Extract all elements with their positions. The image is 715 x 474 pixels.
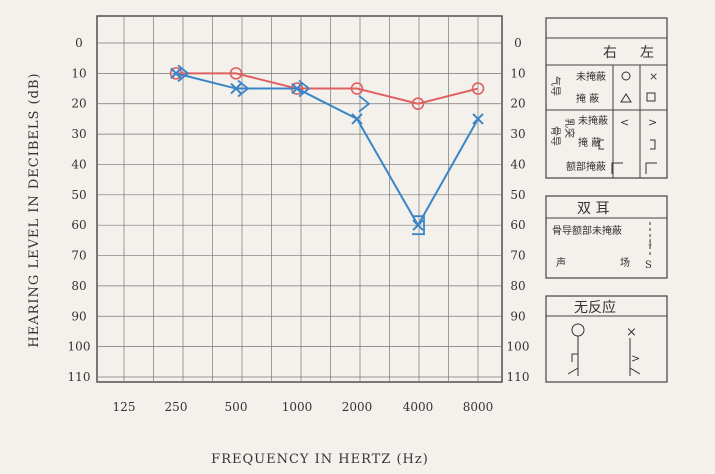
y-tick-label-left: 100	[68, 340, 91, 354]
series-line	[176, 72, 479, 105]
data-point-cross	[230, 82, 242, 95]
y-tick-label-right: 110	[507, 370, 530, 384]
y-tick-label-left: 50	[71, 188, 86, 202]
y-tick-label-right: 70	[510, 249, 525, 263]
legend-box-1	[545, 17, 668, 179]
legend-bone-masked: 掩 蔽	[578, 136, 601, 149]
legend-mastoid-label: 乳突	[563, 118, 576, 138]
y-tick-label-left: 20	[71, 97, 86, 111]
data-point-circle	[350, 82, 364, 95]
triangle-symbol-icon	[620, 93, 632, 103]
no-response-bracket-icon	[571, 353, 578, 362]
data-point-cross	[412, 219, 424, 231]
legend-bone-label: 骨导	[549, 126, 561, 146]
y-tick-label-left: 110	[68, 370, 91, 384]
data-point-angle	[358, 95, 371, 113]
y-ticks-left: 0 10 20 30 40 50 60 70 80 90 100 110	[68, 36, 91, 384]
legend-bone-forehead-unmasked: 骨导额部未掩蔽	[552, 224, 622, 237]
legend-air-unmasked: 未掩蔽	[576, 70, 606, 83]
data-point-circle	[169, 67, 183, 80]
x-tick-label: 8000	[463, 400, 494, 414]
y-tick-label-right: 30	[510, 127, 525, 141]
forehead-right-symbol-icon	[645, 162, 657, 174]
x-tick-label: 2000	[342, 400, 373, 414]
y-tick-label-left: 60	[71, 218, 86, 232]
data-point-bracket	[412, 215, 425, 236]
y-tick-label-left: 40	[71, 157, 86, 171]
square-symbol-icon	[646, 92, 656, 102]
arrow-down-icon: ↓	[646, 238, 654, 249]
y-tick-label-right: 80	[510, 279, 525, 293]
angle-right-symbol-icon: >	[648, 116, 657, 129]
legend-box-2	[545, 195, 668, 279]
cross-symbol-icon: ×	[649, 70, 658, 83]
data-point-angle	[177, 64, 190, 83]
legend-air-label: 气导	[549, 76, 562, 96]
legend-air-masked: 掩 蔽	[576, 92, 599, 105]
x-tick-label: 500	[225, 400, 248, 414]
legend-sound-label: 声	[556, 256, 566, 269]
legend-symbols-table: 右 左 气导 未掩蔽 掩 蔽 骨导 乳突 未掩蔽 掩 蔽 额部掩蔽 × < >	[545, 17, 668, 179]
data-point-cross	[170, 67, 182, 80]
y-tick-label-left: 90	[71, 309, 86, 323]
no-response-arrow-icon	[629, 367, 641, 375]
data-point-cross	[472, 113, 484, 125]
legend-binaural-table: 双 耳 骨导额部未掩蔽 声 场 ↓ S	[545, 195, 668, 279]
y-tick-label-right: 10	[510, 66, 525, 80]
y-tick-label-left: 80	[71, 279, 86, 293]
data-point-cross	[291, 82, 303, 95]
y-axis-label: HEARING LEVEL IN DECIBELS (dB)	[27, 72, 42, 347]
legend-field-label: 场	[620, 256, 630, 269]
legend-no-response-title: 无反应	[574, 299, 616, 316]
data-point-circle	[229, 67, 243, 80]
no-response-circle-icon	[571, 323, 585, 337]
legend-box-3	[545, 295, 668, 383]
x-tick-label: 1000	[282, 400, 313, 414]
series-group	[169, 64, 485, 236]
no-response-arrow-icon	[567, 367, 579, 375]
y-tick-label-right: 40	[510, 157, 525, 171]
x-tick-label: 4000	[403, 400, 434, 414]
grid	[97, 16, 502, 382]
y-tick-label-right: 90	[510, 309, 525, 323]
y-tick-label-right: 0	[514, 36, 522, 50]
legend-bone-unmasked: 未掩蔽	[578, 114, 608, 127]
y-tick-label-right: 100	[507, 340, 530, 354]
legend-s-symbol: S	[645, 260, 652, 271]
y-tick-label-left: 30	[71, 127, 86, 141]
data-point-circle	[471, 82, 485, 95]
y-tick-label-right: 60	[510, 218, 525, 232]
y-tick-label-left: 10	[71, 66, 86, 80]
y-tick-label-right: 50	[510, 188, 525, 202]
y-tick-label-left: 70	[71, 249, 86, 263]
series-line	[175, 72, 479, 228]
legend-left-header: 左	[640, 45, 654, 61]
plot-frame	[96, 15, 503, 383]
angle-left-symbol-icon: <	[620, 116, 629, 129]
data-point-cross	[351, 113, 363, 125]
no-response-angle-icon: >	[631, 352, 640, 365]
x-tick-label: 250	[165, 400, 188, 414]
bracket-left-symbol-icon	[598, 139, 604, 150]
x-axis-label: FREQUENCY IN HERTZ (Hz)	[211, 452, 429, 467]
x-tick-label: 125	[113, 400, 136, 414]
circle-symbol-icon	[621, 71, 631, 81]
plot-area: 0 10 20 30 40 50 60 70 80 90 100 110 0 10 20 30 40 50 60 7…	[68, 15, 530, 414]
y-tick-label-left: 0	[75, 36, 83, 50]
legend-no-response-table: 无反应 × >	[545, 295, 668, 383]
data-point-angle	[237, 79, 250, 98]
forehead-left-symbol-icon	[611, 162, 623, 174]
x-ticks: 125 250 500 1000 2000 4000 8000	[113, 400, 494, 414]
no-response-cross-icon: ×	[626, 325, 637, 340]
legend-forehead-masked: 额部掩蔽	[566, 160, 606, 173]
legend-binaural-title: 双 耳	[577, 201, 609, 217]
y-tick-label-right: 20	[510, 97, 525, 111]
data-point-circle	[411, 97, 425, 111]
y-ticks-right: 0 10 20 30 40 50 60 70 80 90 100 110	[507, 36, 530, 384]
data-point-angle	[298, 79, 311, 98]
legend-right-header: 右	[603, 45, 617, 61]
bracket-right-symbol-icon	[650, 139, 656, 150]
